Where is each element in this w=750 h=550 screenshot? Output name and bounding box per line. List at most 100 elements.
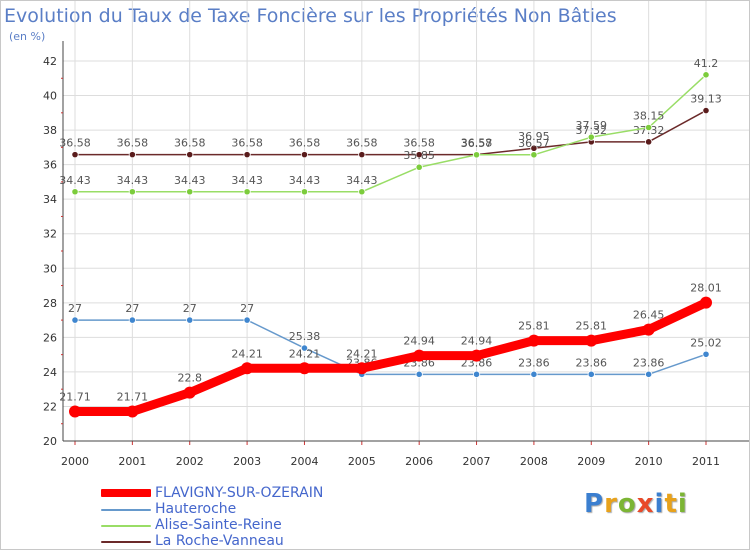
data-label-alise-sainte-reine: 37.59 [576, 119, 608, 132]
data-point-hauteroche [243, 316, 251, 324]
y-tick-label: 34 [43, 193, 57, 206]
data-label-hauteroche: 25.02 [690, 336, 722, 349]
data-point-flavigny-sur-ozerain [413, 349, 426, 362]
legend-label-alise: Alise-Sainte-Reine [155, 517, 282, 533]
logo-letter: x [636, 489, 655, 519]
data-point-flavigny-sur-ozerain [355, 362, 368, 375]
logo-letter: i [654, 489, 665, 519]
y-tick-label: 28 [43, 297, 57, 310]
data-point-la-roche-vanneau [645, 138, 653, 146]
data-point-hauteroche [71, 316, 79, 324]
legend-label-flavigny: FLAVIGNY-SUR-OZERAIN [155, 485, 324, 501]
data-point-flavigny-sur-ozerain [470, 349, 483, 362]
data-point-hauteroche [472, 370, 481, 378]
data-label-alise-sainte-reine: 34.43 [346, 174, 378, 187]
data-label-flavigny-sur-ozerain: 22.8 [177, 372, 202, 385]
data-point-alise-sainte-reine [415, 163, 423, 171]
legend-swatch-flavigny [101, 489, 151, 497]
legend-swatch-alise [101, 525, 151, 527]
data-label-la-roche-vanneau: 36.58 [403, 137, 435, 150]
data-label-flavigny-sur-ozerain: 25.81 [576, 320, 608, 333]
data-label-hauteroche: 27 [125, 302, 139, 315]
data-point-flavigny-sur-ozerain [527, 334, 540, 347]
data-point-alise-sainte-reine [243, 188, 251, 196]
data-point-alise-sainte-reine [530, 151, 538, 159]
data-point-flavigny-sur-ozerain [642, 323, 655, 336]
data-point-flavigny-sur-ozerain [126, 405, 139, 418]
y-tick-label: 24 [43, 366, 57, 379]
data-label-hauteroche: 27 [240, 302, 254, 315]
data-label-flavigny-sur-ozerain: 26.45 [633, 309, 665, 322]
data-point-la-roche-vanneau [300, 151, 309, 159]
logo-letter: i [677, 489, 688, 519]
x-tick-label: 2008 [520, 455, 548, 468]
data-label-flavigny-sur-ozerain: 24.94 [461, 335, 493, 348]
data-label-flavigny-sur-ozerain: 24.21 [289, 347, 321, 360]
data-label-alise-sainte-reine: 34.43 [117, 174, 149, 187]
data-label-la-roche-vanneau: 37.32 [576, 124, 608, 137]
proxiti-logo: Proxiti [584, 489, 688, 519]
data-label-alise-sainte-reine: 36.57 [461, 137, 493, 150]
logo-letter: t [664, 489, 678, 519]
x-tick-label: 2003 [233, 455, 261, 468]
data-point-alise-sainte-reine [128, 188, 136, 196]
data-point-alise-sainte-reine [300, 188, 309, 196]
x-tick-label: 2010 [635, 455, 663, 468]
data-point-hauteroche [645, 370, 653, 378]
x-tick-label: 2005 [348, 455, 376, 468]
data-label-hauteroche: 27 [183, 302, 197, 315]
data-label-hauteroche: 23.86 [633, 356, 665, 369]
x-tick-label: 2004 [290, 455, 318, 468]
data-point-alise-sainte-reine [358, 188, 366, 196]
series-line-la-roche-vanneau [74, 109, 707, 156]
data-point-hauteroche [415, 370, 423, 378]
data-label-flavigny-sur-ozerain: 28.01 [690, 282, 722, 295]
data-label-flavigny-sur-ozerain: 25.81 [518, 320, 550, 333]
data-point-flavigny-sur-ozerain [69, 405, 81, 418]
data-label-la-roche-vanneau: 36.58 [346, 137, 378, 150]
data-label-alise-sainte-reine: 36.57 [518, 137, 550, 150]
data-point-la-roche-vanneau [128, 151, 136, 159]
legend-label-hauteroche: Hauteroche [155, 501, 237, 517]
data-label-la-roche-vanneau: 36.58 [231, 137, 263, 150]
data-label-alise-sainte-reine: 34.43 [59, 174, 91, 187]
legend-label-la-roche: La Roche-Vanneau [155, 533, 284, 549]
data-point-flavigny-sur-ozerain [183, 386, 196, 399]
x-tick-label: 2009 [577, 455, 605, 468]
data-label-flavigny-sur-ozerain: 21.71 [59, 390, 91, 403]
data-point-flavigny-sur-ozerain [585, 334, 598, 347]
data-label-flavigny-sur-ozerain: 24.21 [346, 347, 378, 360]
y-tick-label: 26 [43, 331, 57, 344]
data-label-la-roche-vanneau: 36.58 [174, 137, 206, 150]
data-point-flavigny-sur-ozerain [700, 296, 712, 309]
unit-label: (en %) [9, 30, 46, 43]
data-label-la-roche-vanneau: 39.13 [690, 93, 722, 106]
y-tick-label: 20 [43, 435, 57, 448]
data-point-alise-sainte-reine [186, 188, 194, 196]
series-line-alise-sainte-reine [74, 74, 707, 193]
data-label-alise-sainte-reine: 34.43 [289, 174, 321, 187]
data-label-la-roche-vanneau: 36.58 [117, 137, 149, 150]
data-point-alise-sainte-reine [702, 71, 710, 79]
legend-swatch-la-roche [101, 541, 151, 543]
data-label-flavigny-sur-ozerain: 24.21 [231, 347, 263, 360]
data-point-la-roche-vanneau [415, 151, 423, 159]
data-point-hauteroche [300, 344, 309, 352]
data-point-flavigny-sur-ozerain [241, 362, 254, 375]
data-point-alise-sainte-reine [472, 151, 481, 159]
data-label-alise-sainte-reine: 41.2 [694, 57, 719, 70]
logo-letter: r [604, 489, 618, 519]
x-tick-label: 2002 [176, 455, 204, 468]
data-point-la-roche-vanneau [358, 151, 366, 159]
data-point-hauteroche [587, 370, 595, 378]
data-label-hauteroche: 23.86 [576, 356, 608, 369]
data-label-flavigny-sur-ozerain: 21.71 [117, 390, 149, 403]
data-label-la-roche-vanneau: 36.95 [518, 130, 550, 143]
data-label-flavigny-sur-ozerain: 24.94 [403, 335, 435, 348]
data-label-la-roche-vanneau: 36.58 [461, 137, 493, 150]
data-point-hauteroche [186, 316, 194, 324]
logo-letter: o [617, 489, 637, 519]
data-label-alise-sainte-reine: 34.43 [174, 174, 206, 187]
